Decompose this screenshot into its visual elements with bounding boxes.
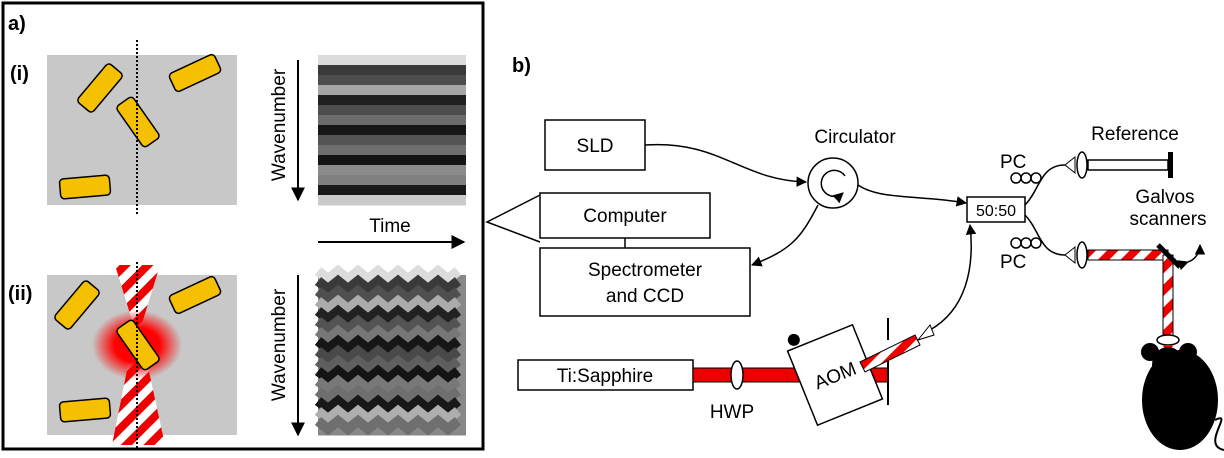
axis-label: Wavenumber [269, 288, 290, 401]
fiber [645, 145, 806, 182]
fringe [318, 175, 466, 186]
label: Circulator [814, 127, 896, 148]
fringe [318, 155, 466, 166]
panel-b: b) SLD Computer Spectrometer and CCD Cir… [512, 55, 1224, 450]
fiber [752, 205, 818, 265]
row-label: (i) [10, 63, 29, 85]
sample-beam [1163, 255, 1173, 335]
label: Ti:Sapphire [557, 366, 653, 387]
fringe [318, 65, 466, 76]
lens [1077, 152, 1087, 178]
fiber [1025, 165, 1065, 205]
panel-a: a) (i) (ii) Wavenumber Wavenumber Time [3, 3, 483, 449]
fringe [318, 165, 466, 176]
label: Computer [583, 206, 667, 227]
label: Reference [1091, 124, 1179, 145]
label: PC [1000, 152, 1026, 173]
reference-beam [1088, 160, 1168, 170]
diffracted-beam [860, 335, 920, 372]
panel-label: a) [8, 13, 26, 35]
label: Galvos [1135, 187, 1194, 208]
waveplate [731, 361, 743, 389]
fringe [318, 115, 466, 126]
fringe [318, 105, 466, 116]
fringe [318, 55, 466, 66]
gold-rod [59, 398, 111, 422]
gold-rod [59, 175, 111, 199]
label: HWP [710, 402, 754, 423]
fringe [318, 85, 466, 96]
label: SLD [577, 136, 614, 157]
label: and CCD [606, 286, 684, 307]
fringe [318, 145, 466, 156]
collimator [1065, 247, 1075, 263]
fiber [930, 225, 971, 330]
fiber [1025, 215, 1065, 255]
collimator [918, 325, 934, 340]
mouse [1141, 343, 1224, 450]
mirror [1168, 152, 1173, 178]
fringe [318, 185, 466, 196]
fringe [318, 125, 466, 136]
lens [1077, 242, 1087, 268]
axis-label: Time [369, 216, 411, 237]
axis-label: Wavenumber [269, 68, 290, 181]
sample-beam [1088, 250, 1168, 260]
panel-label: b) [512, 55, 531, 77]
label: Spectrometer [588, 260, 703, 281]
fringe [318, 95, 466, 106]
zoom-wedge [487, 195, 540, 242]
fringe [318, 75, 466, 86]
label: 50:50 [976, 203, 1016, 220]
label: PC [1000, 252, 1026, 273]
fringe [318, 195, 466, 206]
figure: a) (i) (ii) Wavenumber Wavenumber Time b… [0, 0, 1224, 453]
circulator [808, 158, 858, 208]
lens [1157, 335, 1179, 345]
scan-arrow [1188, 245, 1200, 262]
fiber [858, 185, 966, 203]
collimator [1065, 157, 1075, 173]
label: scanners [1129, 209, 1206, 230]
fringe [318, 135, 466, 146]
row-label: (ii) [8, 283, 32, 305]
